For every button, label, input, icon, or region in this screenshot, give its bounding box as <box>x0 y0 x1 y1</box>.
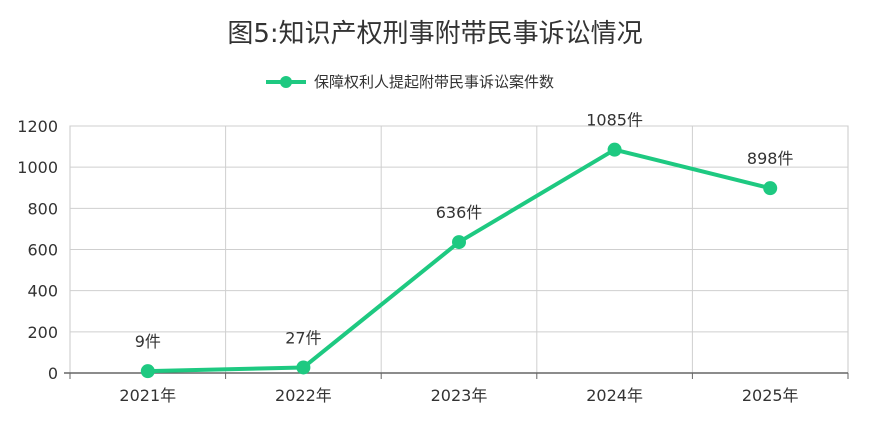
legend[interactable]: 保障权利人提起附带民事诉讼案件数 <box>266 73 554 91</box>
series-line <box>140 142 778 379</box>
y-tick-label: 0 <box>48 364 58 383</box>
x-tick-label: 2022年 <box>275 386 332 405</box>
y-tick-label: 400 <box>27 282 58 301</box>
legend-dot-marker <box>280 76 292 88</box>
y-tick-label: 200 <box>27 323 58 342</box>
data-label: 898件 <box>747 149 794 168</box>
series-polyline <box>145 147 773 374</box>
x-tick-label: 2025年 <box>742 386 799 405</box>
data-point[interactable] <box>607 142 622 157</box>
y-tick-label: 1000 <box>17 158 58 177</box>
x-axis-ticks: 2021年 2022年 2023年 2024年 2025年 <box>64 372 849 405</box>
y-axis-ticks: 0 200 400 600 800 1000 1200 <box>17 117 58 383</box>
chart-title: 图5:知识产权刑事附带民事诉讼情况 <box>227 19 642 49</box>
legend-label: 保障权利人提起附带民事诉讼案件数 <box>314 73 554 91</box>
x-tick-label: 2021年 <box>119 386 176 405</box>
data-label: 27件 <box>285 328 321 347</box>
gridlines <box>70 125 848 373</box>
x-tick-label: 2024年 <box>586 386 643 405</box>
data-point[interactable] <box>140 364 155 379</box>
data-labels: 9件 27件 636件 1085件 898件 <box>135 111 794 351</box>
data-label: 636件 <box>436 203 483 222</box>
y-tick-label: 1200 <box>17 117 58 136</box>
x-tick-label: 2023年 <box>431 386 488 405</box>
data-point[interactable] <box>763 181 778 196</box>
data-point[interactable] <box>452 235 466 250</box>
data-label: 1085件 <box>586 111 643 130</box>
y-tick-label: 600 <box>27 241 58 260</box>
data-point[interactable] <box>296 360 311 375</box>
y-tick-label: 800 <box>27 199 58 218</box>
data-label: 9件 <box>135 332 161 351</box>
